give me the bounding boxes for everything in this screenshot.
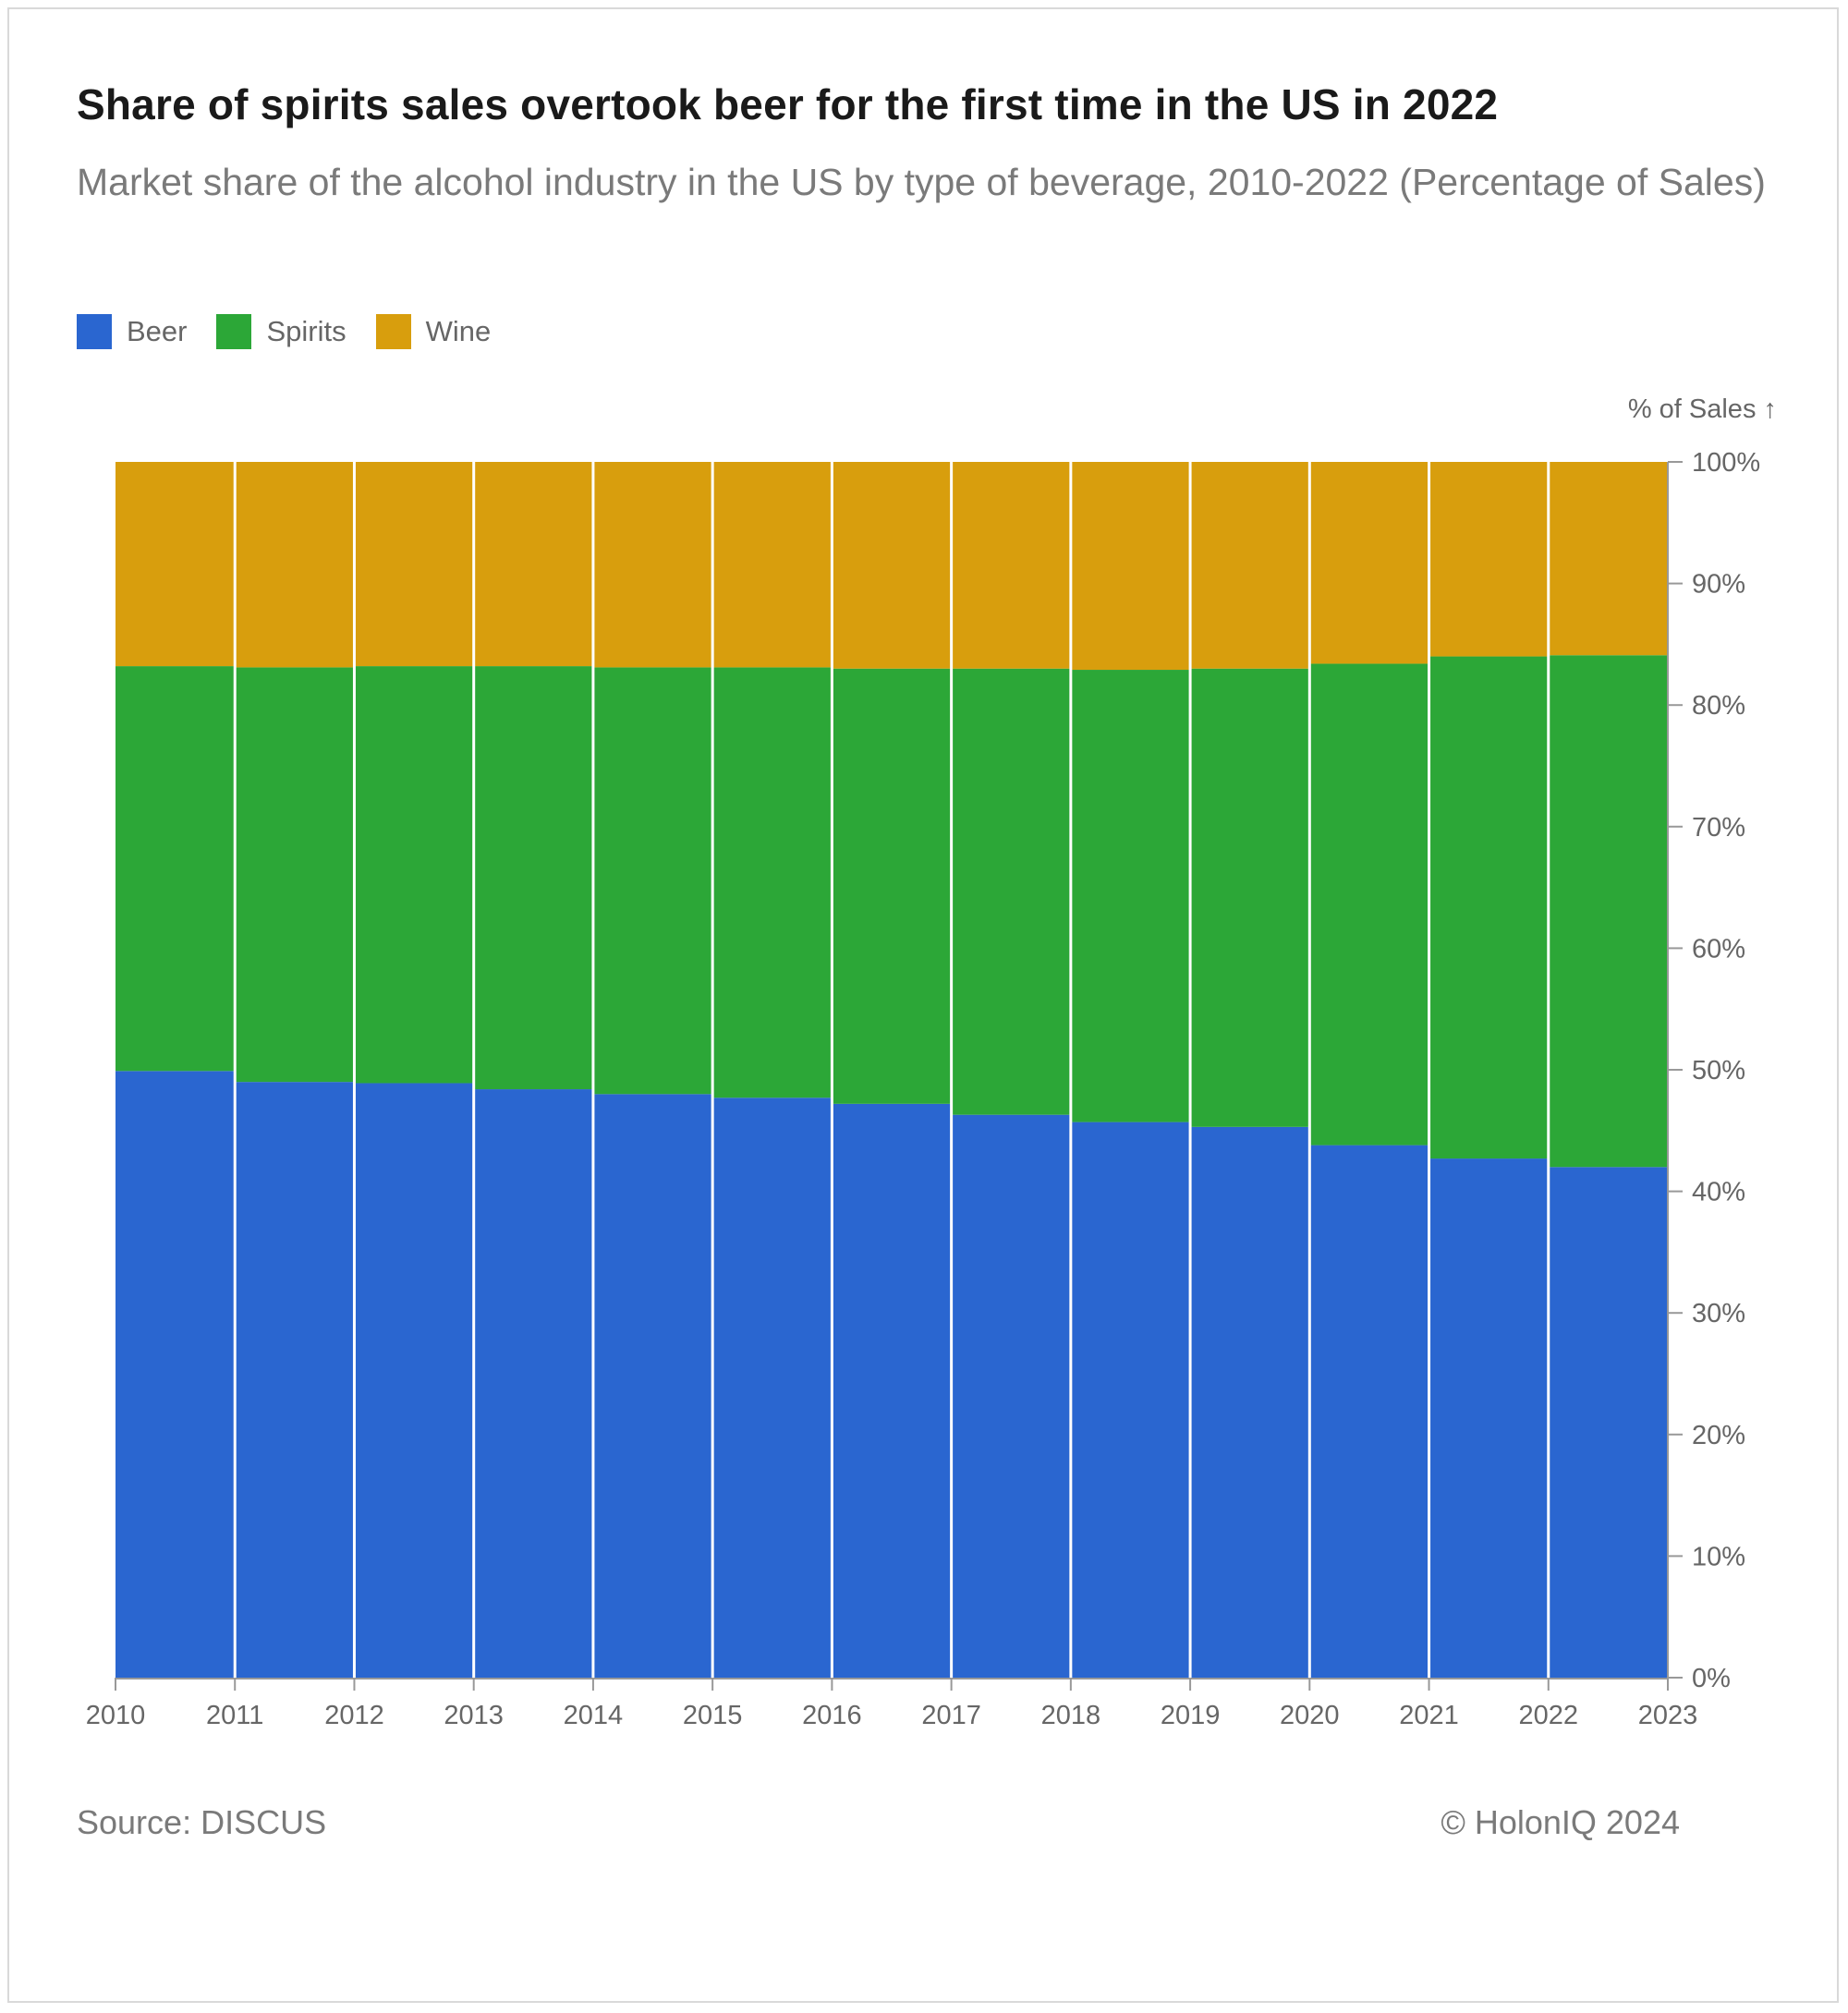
- bar-spirits-2012[interactable]: [354, 666, 474, 1084]
- x-tick-label-2022: 2022: [1519, 1701, 1579, 1730]
- x-tick-label-2018: 2018: [1041, 1701, 1101, 1730]
- legend-label-spirits: Spirits: [266, 315, 346, 347]
- y-tick-label-0: 0%: [1692, 1664, 1731, 1693]
- legend-label-beer: Beer: [127, 315, 188, 347]
- bar-spirits-2020[interactable]: [1309, 663, 1429, 1146]
- bar-wine-2012[interactable]: [354, 462, 474, 667]
- copyright-note: © HolonIQ 2024: [1441, 1803, 1680, 1841]
- bar-beer-2022[interactable]: [1548, 1167, 1668, 1678]
- x-tick-label-2014: 2014: [564, 1701, 624, 1730]
- y-tick-label-9: 90%: [1692, 570, 1745, 600]
- bar-wine-2020[interactable]: [1309, 462, 1429, 664]
- y-axis-label: % of Sales ↑: [1628, 394, 1777, 424]
- x-tick-label-2010: 2010: [86, 1701, 146, 1730]
- bar-beer-2021[interactable]: [1429, 1158, 1549, 1678]
- chart-title: Share of spirits sales overtook beer for…: [77, 80, 1499, 128]
- y-tick-label-6: 60%: [1692, 934, 1745, 964]
- bar-wine-2016[interactable]: [832, 462, 952, 669]
- x-tick-label-2021: 2021: [1399, 1701, 1459, 1730]
- x-tick-label-2011: 2011: [206, 1701, 263, 1730]
- bar-wine-2019[interactable]: [1190, 462, 1310, 669]
- bar-spirits-2015[interactable]: [712, 667, 833, 1098]
- bar-beer-2020[interactable]: [1309, 1145, 1429, 1678]
- legend: Beer Spirits Wine: [77, 314, 520, 349]
- bar-spirits-2010[interactable]: [116, 666, 236, 1072]
- legend-item-wine[interactable]: Wine: [375, 314, 492, 349]
- bar-spirits-2016[interactable]: [832, 668, 952, 1104]
- bar-spirits-2021[interactable]: [1429, 656, 1549, 1159]
- x-tick-label-2016: 2016: [802, 1701, 862, 1730]
- bar-wine-2021[interactable]: [1429, 462, 1549, 657]
- bar-beer-2016[interactable]: [832, 1103, 952, 1678]
- legend-label-wine: Wine: [425, 315, 492, 347]
- y-tick-label-4: 40%: [1692, 1178, 1745, 1207]
- y-tick-label-2: 20%: [1692, 1421, 1745, 1450]
- bars-layer: [116, 462, 1668, 1678]
- bar-wine-2011[interactable]: [235, 462, 355, 668]
- x-tick-label-2023: 2023: [1638, 1701, 1698, 1730]
- bar-wine-2022[interactable]: [1548, 462, 1668, 656]
- x-tick-label-2020: 2020: [1280, 1701, 1340, 1730]
- bar-spirits-2013[interactable]: [473, 666, 593, 1090]
- bar-beer-2018[interactable]: [1070, 1122, 1191, 1678]
- bar-spirits-2017[interactable]: [951, 668, 1071, 1115]
- bar-beer-2019[interactable]: [1190, 1126, 1310, 1678]
- legend-swatch-beer: [77, 314, 112, 349]
- y-tick-label-8: 80%: [1692, 691, 1745, 721]
- chart-card: Share of spirits sales overtook beer for…: [7, 7, 1839, 2003]
- x-tick-label-2015: 2015: [683, 1701, 743, 1730]
- legend-swatch-wine: [375, 314, 411, 349]
- x-tick-label-2012: 2012: [324, 1701, 384, 1730]
- bar-beer-2012[interactable]: [354, 1083, 474, 1678]
- bar-wine-2010[interactable]: [116, 462, 236, 667]
- legend-swatch-spirits: [216, 314, 252, 349]
- chart-subtitle: Market share of the alcohol industry in …: [77, 161, 1766, 203]
- axes-layer: 2010 2011 2012 2013 2014 2015 2016 2017 2018 2019…: [86, 394, 1777, 1730]
- x-tick-label-2019: 2019: [1161, 1701, 1221, 1730]
- bar-wine-2013[interactable]: [473, 462, 593, 667]
- bar-spirits-2022[interactable]: [1548, 655, 1668, 1168]
- bar-beer-2017[interactable]: [951, 1114, 1071, 1678]
- legend-item-beer[interactable]: Beer: [77, 314, 187, 349]
- x-tick-label-2013: 2013: [444, 1701, 504, 1730]
- stacked-bar-chart: 2010 2011 2012 2013 2014 2015 2016 2017 2018 2019…: [86, 394, 1777, 1730]
- bar-beer-2011[interactable]: [235, 1082, 355, 1678]
- bar-spirits-2014[interactable]: [592, 667, 713, 1095]
- legend-item-spirits[interactable]: Spirits: [216, 314, 346, 349]
- bar-wine-2018[interactable]: [1070, 462, 1191, 671]
- bar-wine-2014[interactable]: [592, 462, 713, 668]
- y-tick-label-5: 50%: [1692, 1056, 1745, 1085]
- y-tick-label-7: 70%: [1692, 813, 1745, 843]
- x-tick-label-2017: 2017: [921, 1701, 981, 1730]
- bar-wine-2017[interactable]: [951, 462, 1071, 669]
- bar-spirits-2018[interactable]: [1070, 670, 1191, 1122]
- y-tick-label-10: 100%: [1692, 448, 1760, 478]
- bar-beer-2015[interactable]: [712, 1097, 833, 1678]
- bar-beer-2010[interactable]: [116, 1071, 236, 1678]
- bar-wine-2015[interactable]: [712, 462, 833, 668]
- bar-beer-2014[interactable]: [592, 1094, 713, 1678]
- bar-spirits-2019[interactable]: [1190, 668, 1310, 1127]
- y-tick-label-1: 10%: [1692, 1542, 1745, 1571]
- bar-beer-2013[interactable]: [473, 1089, 593, 1678]
- y-tick-label-3: 30%: [1692, 1299, 1745, 1328]
- bar-spirits-2011[interactable]: [235, 667, 355, 1083]
- source-note: Source: DISCUS: [77, 1803, 327, 1841]
